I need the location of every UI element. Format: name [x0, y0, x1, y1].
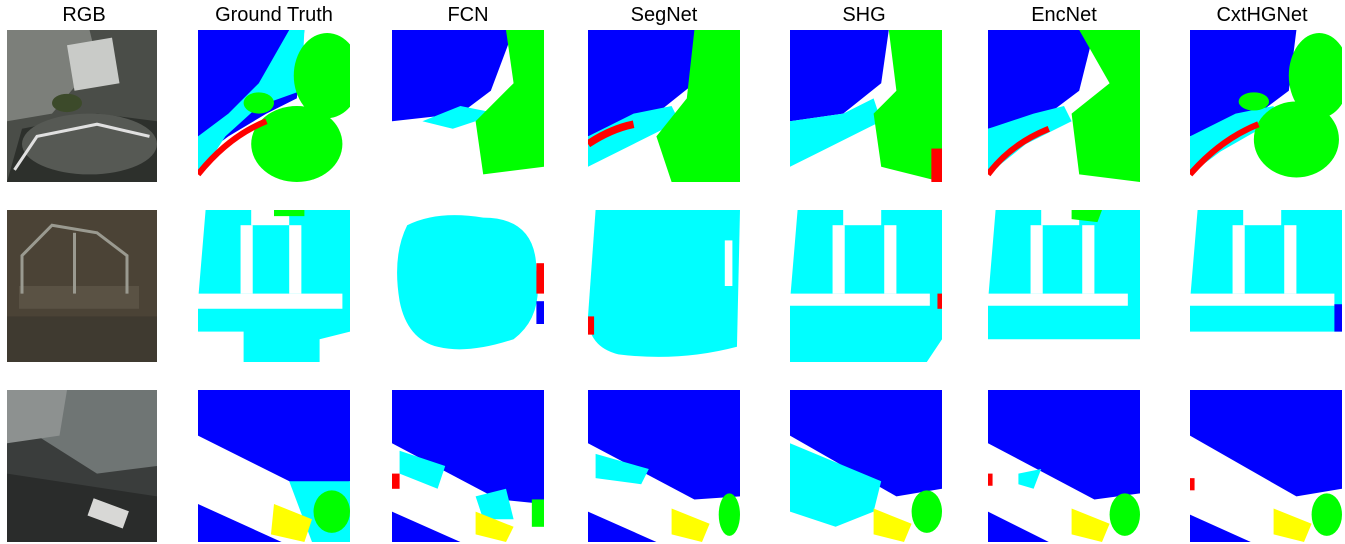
column-title-segnet: SegNet	[630, 4, 698, 26]
segmentation-fcn-row1	[392, 30, 544, 182]
rgb-image-row2	[7, 210, 157, 362]
segmentation-shg-row1	[790, 30, 942, 182]
segmentation-segnet-row3	[588, 390, 740, 542]
rgb-image-row3	[7, 390, 157, 542]
rgb-image-row1	[7, 30, 157, 182]
segmentation-shg-row3	[790, 390, 942, 542]
segmentation-ground-truth-row3	[198, 390, 350, 542]
segmentation-cxthgnet-row2	[1190, 210, 1342, 362]
segmentation-cxthgnet-row1	[1190, 30, 1342, 182]
column-title-cxthgnet: CxtHGNet	[1216, 4, 1308, 26]
column-title-fcn: FCN	[447, 4, 489, 26]
segmentation-cxthgnet-row3	[1190, 390, 1342, 542]
segmentation-segnet-row1	[588, 30, 740, 182]
segmentation-fcn-row3	[392, 390, 544, 542]
segmentation-encnet-row1	[988, 30, 1140, 182]
column-title-rgb: RGB	[62, 4, 106, 26]
column-title-encnet: EncNet	[1031, 4, 1097, 26]
segmentation-encnet-row3	[988, 390, 1140, 542]
segmentation-ground-truth-row1	[198, 30, 350, 182]
segmentation-encnet-row2	[988, 210, 1140, 362]
segmentation-fcn-row2	[392, 210, 544, 362]
segmentation-segnet-row2	[588, 210, 740, 362]
segmentation-ground-truth-row2	[198, 210, 350, 362]
column-title-ground-truth: Ground Truth	[215, 4, 333, 26]
segmentation-shg-row2	[790, 210, 942, 362]
column-title-shg: SHG	[842, 4, 886, 26]
